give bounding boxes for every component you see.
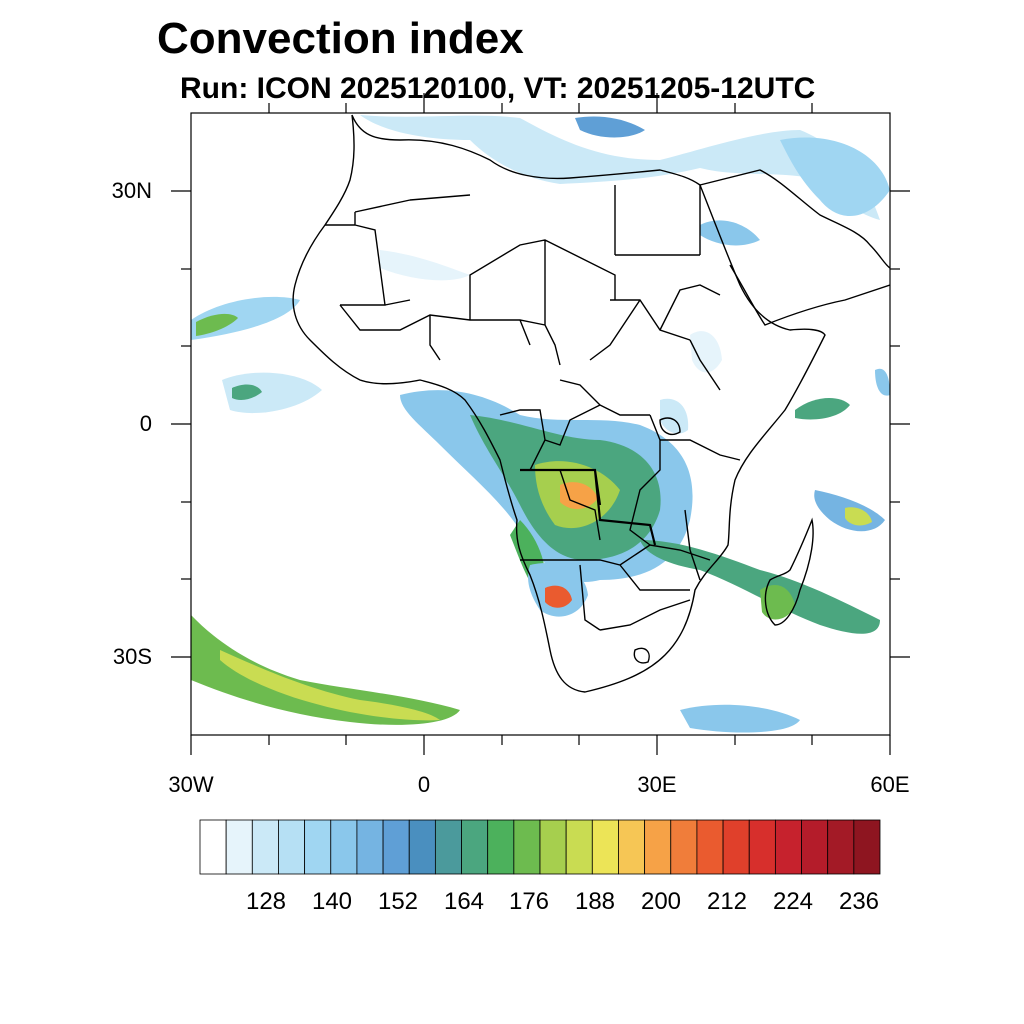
convection-area-mozambique: [640, 540, 880, 634]
colorbar-swatch: [748, 819, 776, 875]
lon-label-0: 0: [417, 772, 431, 797]
convection-core-aegean: [575, 116, 645, 138]
chart-title: Convection index: [157, 14, 524, 63]
convection-area-somali-sea: [795, 398, 850, 420]
colorbar-swatch: [565, 819, 593, 875]
map-boundaries: [292, 114, 890, 693]
colorbar-label: 188: [574, 888, 616, 915]
convection-area-ethiopia: [690, 331, 722, 373]
arabia-coastline: [699, 169, 890, 326]
convection-core-levant: [700, 220, 760, 246]
colorbar-swatch: [722, 819, 750, 875]
colorbar-swatch: [225, 819, 253, 875]
convection-core-indian-ocean-east: [845, 507, 872, 526]
border-congo-thick: [520, 468, 657, 546]
lake-victoria: [659, 417, 681, 436]
colorbar-swatch: [408, 819, 436, 875]
madagascar-coastline: [764, 517, 814, 626]
border-northwest: [325, 194, 471, 306]
colorbar-label: 128: [245, 888, 287, 915]
lon-label-30w: 30W: [168, 772, 214, 797]
colorbar-label: 152: [377, 888, 419, 915]
colorbar-swatch: [591, 819, 619, 875]
axis-ticks: [171, 93, 910, 755]
colorbar-swatch: [356, 819, 384, 875]
colorbar-label: 164: [443, 888, 485, 915]
border-south: [520, 544, 711, 631]
lon-label-30e: 30E: [637, 772, 677, 797]
colorbar-swatch: [801, 819, 829, 875]
lat-label-30s: 30S: [112, 644, 152, 669]
colorbar-swatch: [278, 819, 306, 875]
convection-area-atlantic-center: [222, 372, 322, 414]
colorbar-swatch: [304, 819, 332, 875]
border-central: [499, 379, 741, 546]
colorbar-swatch: [199, 819, 227, 875]
colorbar: [199, 819, 881, 875]
convection-area-mediterranean: [360, 115, 880, 220]
colorbar-swatch: [696, 819, 724, 875]
convection-area-sahara-west: [380, 250, 470, 281]
lat-label-30n: 30N: [111, 178, 152, 203]
africa-coastline: [292, 114, 826, 693]
colorbar-label: 176: [508, 888, 550, 915]
chart-subtitle: Run: ICON 2025120100, VT: 20251205-12UTC: [180, 72, 816, 105]
convection-peak-congo: [560, 482, 598, 510]
colorbar-swatch: [774, 819, 802, 875]
border-lesotho: [633, 647, 650, 664]
colorbar-swatch: [670, 819, 698, 875]
convection-core-namibia: [545, 585, 572, 608]
lake-malawi: [684, 509, 691, 551]
colorbar-label: 224: [772, 888, 814, 915]
colorbar-swatch: [644, 819, 672, 875]
lon-label-60e: 60E: [870, 772, 910, 797]
convection-core-atlantic-center: [232, 384, 262, 400]
convection-area-south-indian: [680, 704, 800, 733]
colorbar-label: 236: [838, 888, 880, 915]
convection-area-lake-victoria: [660, 398, 689, 434]
colorbar-swatch: [539, 819, 567, 875]
convection-area-madagascar: [760, 585, 795, 620]
colorbar-label: 212: [706, 888, 748, 915]
convection-field: [191, 115, 890, 733]
border-sahel: [339, 239, 616, 366]
colorbar-swatch: [827, 819, 855, 875]
colorbar-swatch: [382, 819, 410, 875]
convection-area-arabia-north: [780, 137, 890, 217]
colorbar-swatch: [330, 819, 358, 875]
colorbar-swatch: [434, 819, 462, 875]
lat-label-0: 0: [139, 411, 152, 436]
colorbar-swatch: [618, 819, 646, 875]
colorbar-label: 200: [640, 888, 682, 915]
colorbar-swatch: [513, 819, 541, 875]
convection-core-atlantic-north: [196, 313, 238, 336]
border-northeast: [589, 185, 721, 391]
colorbar-swatch: [461, 819, 489, 875]
convection-area-south-atlantic: [191, 615, 460, 725]
colorbar-swatch: [853, 819, 881, 875]
colorbar-swatch: [487, 819, 515, 875]
colorbar-label: 140: [311, 888, 353, 915]
colorbar-swatch: [251, 819, 279, 875]
convection-area-east-edge: [875, 368, 890, 396]
convection-core-south-atlantic: [220, 650, 440, 721]
